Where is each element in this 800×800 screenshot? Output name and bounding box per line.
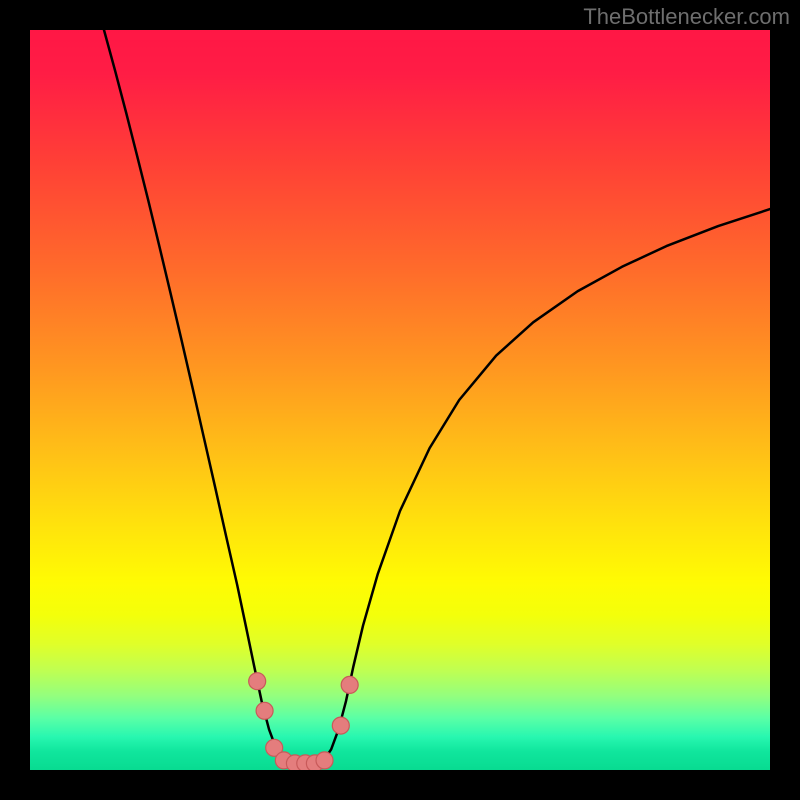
curve-marker — [316, 752, 333, 769]
curve-marker — [332, 717, 349, 734]
plot-background-gradient — [30, 30, 770, 770]
curve-marker — [256, 702, 273, 719]
curve-marker — [249, 673, 266, 690]
bottleneck-chart — [0, 0, 800, 800]
curve-marker — [341, 676, 358, 693]
